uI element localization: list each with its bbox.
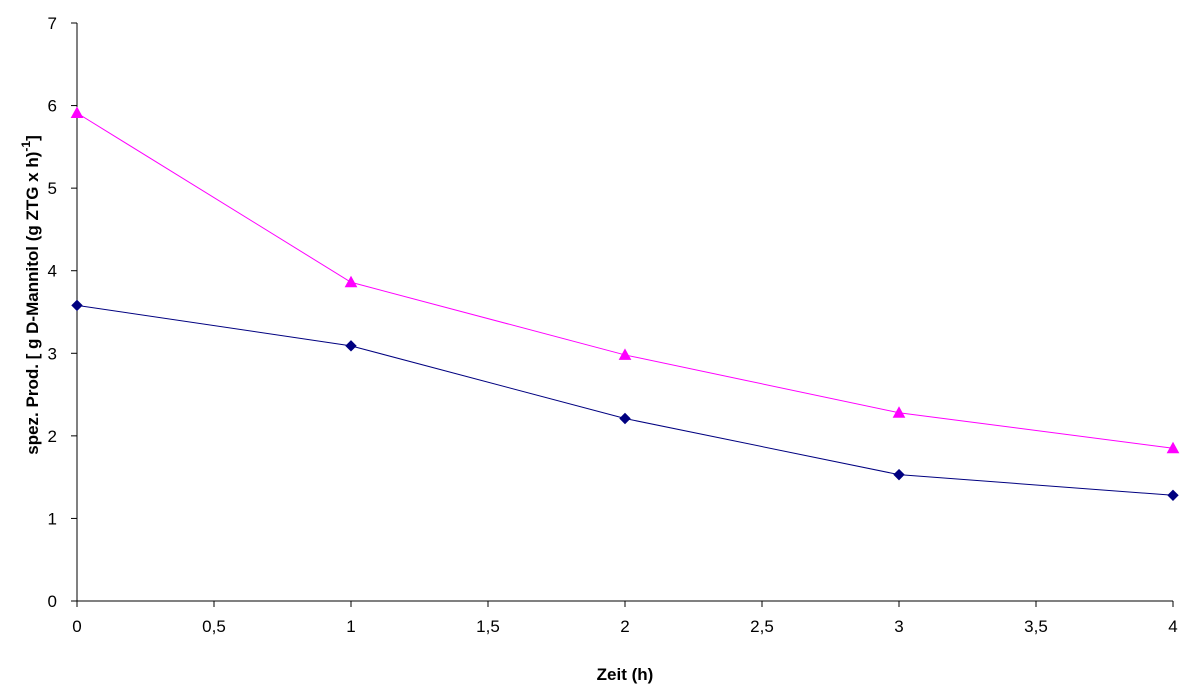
y-axis-title-end: ] [23,135,42,141]
y-tick-label: 0 [48,592,57,611]
x-tick-label: 0 [72,617,81,636]
y-tick-label: 4 [48,262,57,281]
x-tick-label: 3,5 [1024,617,1048,636]
data-point-triangle [70,106,84,119]
y-axis-title-superscript: -1 [19,141,33,152]
data-point-triangle [344,275,358,288]
x-tick-label: 0,5 [202,617,226,636]
y-axis-title: spez. Prod. [ g D-Mannitol (g ZTG x h)-1… [19,135,42,455]
x-tick-label: 4 [1168,617,1177,636]
x-tick-label: 1 [346,617,355,636]
axes [76,23,1173,602]
y-tick-label: 2 [48,427,57,446]
y-axis-title-main: spez. Prod. [ g D-Mannitol (g ZTG x h) [23,152,42,455]
x-tick-label: 3 [894,617,903,636]
data-point-diamond [71,299,83,312]
series-2-line [76,112,1174,449]
data-point-diamond [619,412,631,425]
y-tick-label: 5 [48,179,57,198]
series-1-line [76,304,1174,496]
data-point-triangle [618,348,632,360]
data-point-diamond [345,340,357,352]
data-point-diamond [1167,489,1179,502]
y-tick-label: 1 [48,509,57,528]
y-tick-label: 6 [48,97,57,116]
y-tick-label: 7 [48,14,57,33]
series-layer [70,106,1180,502]
data-point-triangle [892,406,906,418]
x-tick-label: 2 [620,617,629,636]
y-tick-label: 3 [48,344,57,363]
data-point-triangle [1166,441,1180,454]
x-tick-label: 2,5 [750,617,774,636]
data-point-diamond [893,468,905,481]
series-1 [71,299,1179,502]
x-axis-title: Zeit (h) [597,665,654,684]
ticks: 0 1 2 3 4 5 6 7 0 0,5 1 1,5 2 2,5 3 3,5 4 [48,14,1178,636]
x-tick-label: 1,5 [476,617,500,636]
series-2 [70,106,1180,454]
